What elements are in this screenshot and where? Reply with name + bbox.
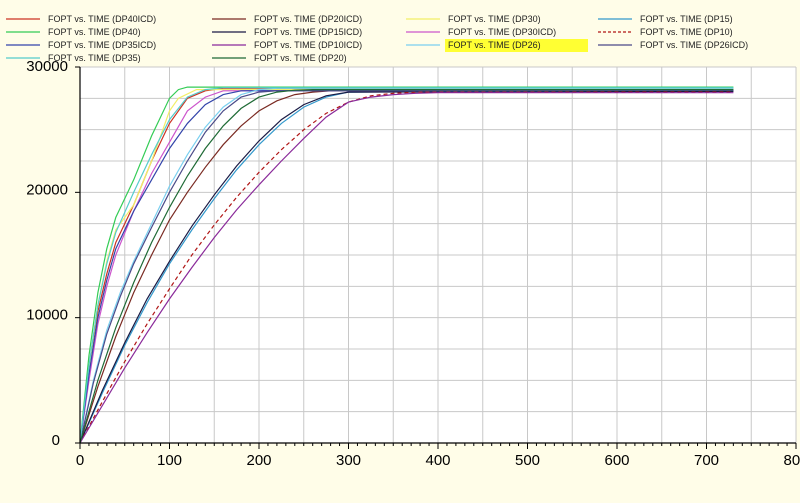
legend-highlight (445, 39, 588, 52)
series-line-14 (79, 88, 734, 444)
series-line-7 (79, 89, 734, 444)
legend-label: FOPT vs. TIME (DP10ICD) (254, 40, 362, 50)
x-tick-label: 500 (515, 452, 540, 469)
legend-label: FOPT vs. TIME (DP10) (640, 27, 733, 37)
legend-label: FOPT vs. TIME (DP15ICD) (254, 27, 362, 37)
x-tick-label: 0 (76, 452, 84, 469)
series-line-11 (79, 87, 734, 444)
series-line-8 (79, 91, 734, 444)
legend-label: FOPT vs. TIME (DP35ICD) (48, 40, 156, 50)
legend-item[interactable]: FOPT vs. TIME (DP40ICD) (6, 14, 156, 24)
x-tick-label: 200 (246, 452, 271, 469)
x-tick-label: 300 (336, 452, 361, 469)
legend-item[interactable]: FOPT vs. TIME (DP15) (598, 14, 733, 24)
y-tick-label: 10000 (26, 307, 68, 324)
legend-item[interactable]: FOPT vs. TIME (DP15ICD) (212, 27, 362, 37)
legend-label: FOPT vs. TIME (DP35) (48, 53, 141, 63)
legend-label: FOPT vs. TIME (DP26ICD) (640, 40, 748, 50)
legend-item[interactable]: FOPT vs. TIME (DP35) (6, 53, 141, 63)
legend-label: FOPT vs. TIME (DP20ICD) (254, 14, 362, 24)
series-line-4 (79, 89, 734, 444)
legend-item[interactable]: FOPT vs. TIME (DP20ICD) (212, 14, 362, 24)
legend-label: FOPT vs. TIME (DP40) (48, 27, 141, 37)
legend-label: FOPT vs. TIME (DP15) (640, 14, 733, 24)
series-line-12 (79, 89, 734, 444)
x-tick-label: 400 (425, 452, 450, 469)
legend-item[interactable]: FOPT vs. TIME (DP26ICD) (598, 40, 748, 50)
legend-item[interactable]: FOPT vs. TIME (DP30ICD) (406, 27, 556, 37)
legend-label: FOPT vs. TIME (DP20) (254, 53, 347, 63)
legend-item[interactable]: FOPT vs. TIME (DP40) (6, 27, 141, 37)
legend-item[interactable]: FOPT vs. TIME (DP35ICD) (6, 40, 156, 50)
legend-item[interactable]: FOPT vs. TIME (DP26) (406, 39, 588, 52)
series-line-2 (79, 90, 734, 444)
legend-label: FOPT vs. TIME (DP30) (448, 14, 541, 24)
series-lines (79, 86, 734, 444)
series-line-9 (79, 89, 734, 444)
series-line-13 (79, 87, 734, 444)
y-tick-label: 20000 (26, 181, 68, 198)
x-tick-label: 600 (604, 452, 629, 469)
series-line-6 (79, 90, 734, 444)
legend-label: FOPT vs. TIME (DP30ICD) (448, 27, 556, 37)
series-line-5 (79, 86, 734, 444)
legend-label: FOPT vs. TIME (DP26) (448, 40, 541, 50)
x-tick-label: 700 (694, 452, 719, 469)
y-tick-label: 0 (52, 432, 60, 449)
legend-item[interactable]: FOPT vs. TIME (DP10) (598, 27, 733, 37)
x-tick-label: 100 (157, 452, 182, 469)
legend-item[interactable]: FOPT vs. TIME (DP30) (406, 14, 541, 24)
axes: 0 100 200 300 400 500 600 700 800 0 10000 20000 3000… (26, 58, 800, 469)
legend-label: FOPT vs. TIME (DP40ICD) (48, 14, 156, 24)
y-tick-label: 30000 (26, 58, 68, 75)
legend-item[interactable]: FOPT vs. TIME (DP10ICD) (212, 40, 362, 50)
series-line-10 (79, 92, 734, 444)
legend-item[interactable]: FOPT vs. TIME (DP20) (212, 53, 347, 63)
x-tick-label: 800 (783, 452, 800, 469)
legend[interactable]: FOPT vs. TIME (DP40ICD) FOPT vs. TIME (DP… (6, 14, 748, 63)
